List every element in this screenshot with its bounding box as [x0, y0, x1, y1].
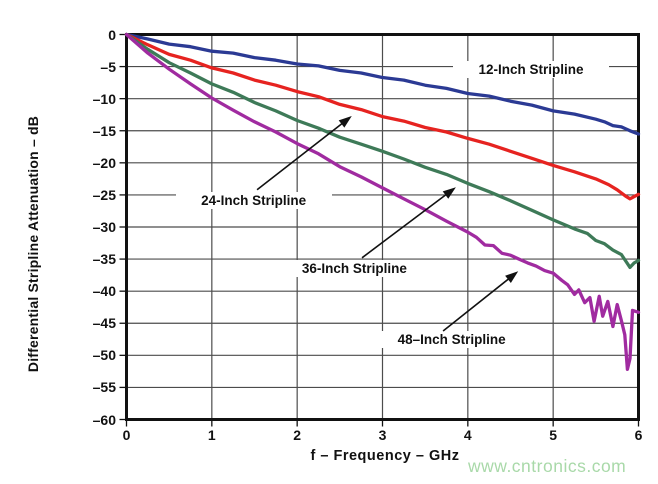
y-tick-label: –40	[92, 283, 116, 300]
curve-label-12-inch-stripline: 12-Inch Stripline	[452, 60, 609, 78]
x-tick-label: 1	[207, 427, 216, 443]
y-tick-label: –35	[92, 251, 116, 268]
curve-label-48-inch-stripline: 48–Inch Stripline	[373, 331, 530, 349]
x-tick-label: 2	[293, 427, 302, 443]
curve-24-inch-stripline	[124, 32, 641, 201]
y-tick-label: –55	[92, 379, 116, 396]
curve-36-inch-stripline	[124, 32, 641, 270]
y-tick-label: –15	[92, 122, 116, 139]
x-tick-label: 0	[122, 427, 131, 443]
y-tick-label: –20	[92, 154, 116, 171]
y-tick-label: –60	[92, 411, 116, 428]
y-tick-label: 0	[108, 26, 116, 43]
y-tick-label: –30	[92, 219, 116, 235]
watermark-text: www.cntronics.com	[468, 456, 627, 476]
x-axis-title: f – Frequency – GHz	[310, 448, 460, 464]
y-tick-label: –50	[92, 347, 116, 364]
x-tick-label: 4	[463, 427, 472, 443]
x-tick-label: 3	[378, 427, 387, 443]
y-tick-label: –10	[92, 90, 116, 107]
curve-label-24-inch-stripline: 24-Inch Stripline	[175, 191, 332, 209]
y-tick-label: –45	[92, 315, 116, 332]
y-axis-title: Differential Stripline Attenuation – dB	[25, 115, 41, 373]
y-tick-label: –5	[100, 58, 116, 75]
curve-12-inch-stripline	[124, 32, 641, 136]
y-tick-label: –25	[92, 186, 116, 203]
curve-label-36-inch-stripline: 36-Inch Stripline	[276, 259, 433, 277]
x-tick-label: 5	[549, 427, 558, 443]
x-tick-label: 6	[634, 427, 643, 443]
